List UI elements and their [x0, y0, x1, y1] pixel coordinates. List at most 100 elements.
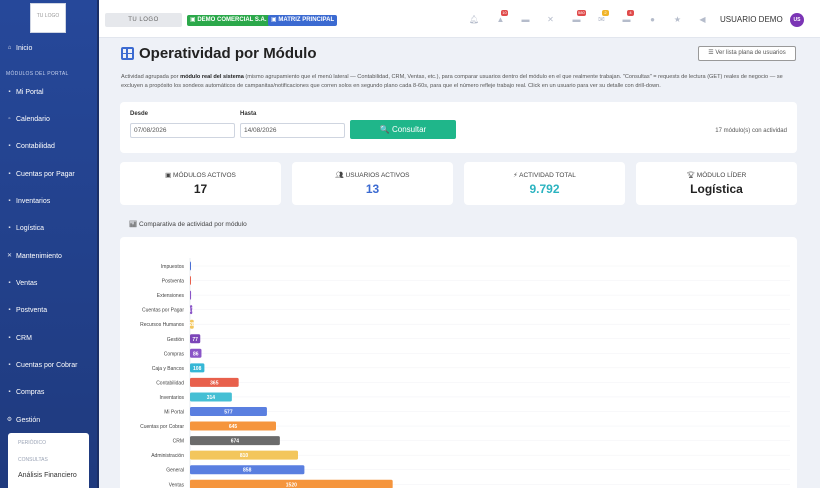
- sidebar-item-postventa[interactable]: ▪ Postventa: [0, 303, 97, 317]
- topbar: TU LOGO ▣ DEMO COMERCIAL S.A. ▣ MATRIZ P…: [99, 0, 820, 38]
- category-label: Cuentas por Pagar: [142, 308, 184, 314]
- sidebar-item-mi-portal[interactable]: ▪ Mi Portal: [0, 85, 97, 99]
- gear-icon: ⚙: [6, 416, 13, 423]
- sidebar-scroll-edge: [97, 0, 99, 488]
- topbar-logo[interactable]: TU LOGO: [105, 13, 182, 27]
- bar-recursos-humanos[interactable]: [190, 319, 194, 329]
- bar-inventarios[interactable]: [190, 392, 232, 402]
- bar-value-label: 365: [210, 380, 219, 386]
- sidebar-logo[interactable]: TU LOGO: [30, 3, 66, 33]
- kpi-modulo-lider: 🏆︎ MÓDULO LÍDER Logística: [636, 162, 797, 205]
- sidebar-item-crm[interactable]: ▪ CRM: [0, 331, 97, 345]
- consultar-button[interactable]: 🔍 Consultar: [350, 120, 456, 139]
- plain-user-list-button[interactable]: ☰ Ver lista plana de usuarios: [698, 46, 796, 61]
- user-name[interactable]: USUARIO DEMO: [720, 15, 783, 24]
- bar-cuentas-por-pagar[interactable]: [190, 305, 193, 315]
- bar-value-label: 86: [193, 351, 199, 357]
- chart-card: [120, 237, 797, 488]
- sidebar-item-cuentas-por-pagar[interactable]: ▪ Cuentas por Pagar: [0, 167, 97, 181]
- sidebar-item-inicio[interactable]: ⌂ Inicio: [0, 41, 97, 55]
- sidebar: TU LOGO ⌂ Inicio ▪ Mi Portal ▫ Calendario ▪ Con…: [0, 0, 97, 488]
- star-icon[interactable]: ★: [673, 15, 682, 24]
- kpi-label: ▣ MÓDULOS ACTIVOS: [165, 172, 236, 179]
- sidebar-item-mantenimiento[interactable]: ✕ Mantenimiento: [0, 249, 97, 263]
- bar-contabilidad[interactable]: [190, 377, 239, 387]
- category-label: Administración: [151, 453, 184, 459]
- bar-administración[interactable]: [190, 450, 298, 460]
- bar-extensiones[interactable]: [190, 290, 192, 300]
- box-icon: ▪: [8, 197, 11, 204]
- clock-icon-glyph: ●: [650, 15, 655, 24]
- truck-icon[interactable]: ▬: [521, 15, 530, 24]
- bar-value-label: 77: [192, 337, 198, 343]
- page-title-text: Operatividad por Módulo: [139, 45, 317, 62]
- kpi-actividad-total: ⚡ ACTIVIDAD TOTAL 9.792: [464, 162, 625, 205]
- announce-icon-glyph: ◀: [699, 15, 706, 24]
- sidebar-item-contabilidad[interactable]: ▪ Contabilidad: [0, 139, 97, 153]
- bar-value-label: 858: [243, 468, 252, 474]
- sidebar-item-gestión[interactable]: ⚙ Gestión: [0, 413, 97, 427]
- handshake-icon: ▪: [8, 334, 11, 341]
- sidebar-submenu: PERIÓDICO CONSULTAS Análisis Financiero: [8, 433, 89, 488]
- megaphone-icon-glyph: ▲: [496, 15, 505, 24]
- sidebar-item-inventarios[interactable]: ▪ Inventarios: [0, 194, 97, 208]
- sidebar-item-label: Ventas: [16, 279, 38, 287]
- category-label: Compras: [164, 351, 185, 357]
- category-label: Ventas: [169, 482, 185, 488]
- sidebar-item-label: Cuentas por Cobrar: [16, 361, 78, 369]
- envelope-icon-glyph: ✉: [598, 15, 605, 24]
- sidebar-item-label: Compras: [16, 388, 45, 396]
- sidebar-item-label: Inventarios: [16, 197, 51, 205]
- from-date-input[interactable]: 07/08/2026: [130, 123, 235, 138]
- bar-compras[interactable]: [190, 348, 202, 358]
- tools-icon[interactable]: ✕: [546, 15, 555, 24]
- sidebar-item-compras[interactable]: ▪ Compras: [0, 385, 97, 399]
- bar-postventa[interactable]: [190, 276, 191, 286]
- notification-count-badge: 4: [627, 10, 634, 16]
- sidebar-item-label: CRM: [16, 334, 32, 342]
- bar-caja-y-bancos[interactable]: [190, 363, 205, 373]
- kpi-value: Logística: [690, 182, 743, 196]
- branch-badge[interactable]: ▣ MATRIZ PRINCIPAL: [268, 15, 338, 26]
- bar-impuestos[interactable]: [190, 261, 191, 271]
- bar-mi-portal[interactable]: [190, 407, 267, 416]
- home-icon: ⌂: [7, 44, 12, 51]
- ledger-icon: ▪: [8, 142, 11, 149]
- inbox-icon-glyph: ▬: [622, 15, 631, 24]
- sidebar-section-label: MÓDULOS DEL PORTAL: [6, 71, 69, 77]
- category-label: Inventarios: [160, 395, 185, 401]
- announce-icon[interactable]: ◀: [698, 15, 707, 24]
- bar-gestión[interactable]: [190, 334, 201, 344]
- bar-ventas[interactable]: [190, 479, 393, 488]
- sidebar-item-label: Cuentas por Pagar: [16, 170, 75, 178]
- category-label: Recursos Humanos: [140, 322, 184, 328]
- envelope-icon[interactable]: ✉ 2: [597, 10, 609, 24]
- clock-icon[interactable]: ●: [648, 15, 657, 24]
- bar-cuentas-por-cobrar[interactable]: [190, 421, 276, 431]
- page-title: Operatividad por Módulo: [121, 45, 317, 62]
- bell-icon[interactable]: 🔔︎: [469, 15, 479, 24]
- company-badge[interactable]: ▣ DEMO COMERCIAL S.A.: [187, 15, 270, 26]
- grid-icon: [121, 47, 134, 60]
- kpi-label: 🏆︎ MÓDULO LÍDER: [686, 172, 747, 179]
- bar-value-label: 17: [188, 308, 194, 314]
- category-label: Postventa: [162, 279, 184, 285]
- submenu-item-analisis-financiero[interactable]: Análisis Financiero: [18, 472, 77, 479]
- headset-icon: ▪: [8, 306, 11, 313]
- megaphone-icon[interactable]: ▲ 10: [496, 10, 508, 24]
- desc-post: (mismo agrupamiento que el menú lateral …: [121, 74, 783, 89]
- to-date-input[interactable]: 14/08/2026: [240, 123, 345, 138]
- cart-icon[interactable]: ▬ 580: [572, 10, 586, 24]
- sidebar-item-calendario[interactable]: ▫ Calendario: [0, 112, 97, 126]
- sidebar-item-label: Mantenimiento: [16, 252, 62, 260]
- sidebar-item-ventas[interactable]: ▪ Ventas: [0, 276, 97, 290]
- truck-icon-glyph: ▬: [521, 15, 530, 24]
- cart-icon: ▪: [8, 279, 11, 286]
- bar-general[interactable]: [190, 465, 305, 475]
- bar-value-label: 577: [224, 410, 233, 416]
- sidebar-item-logística[interactable]: ▪ Logística: [0, 221, 97, 235]
- bar-crm[interactable]: [190, 436, 280, 446]
- inbox-icon[interactable]: ▬ 4: [622, 10, 634, 24]
- avatar[interactable]: US: [790, 13, 804, 27]
- sidebar-item-cuentas-por-cobrar[interactable]: ▪ Cuentas por Cobrar: [0, 358, 97, 372]
